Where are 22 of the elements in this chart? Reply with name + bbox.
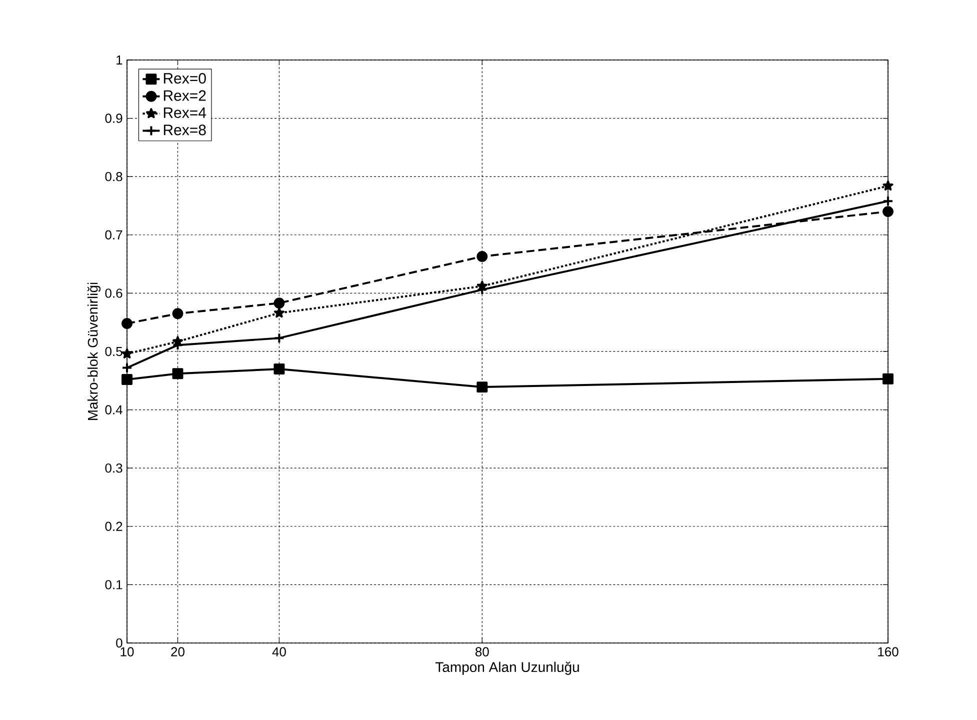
y-tick-label: 0.1 <box>105 580 122 590</box>
y-tick-label: 0.9 <box>105 114 122 123</box>
x-tick-label: 10 <box>120 647 134 656</box>
y-tick-label: 0 <box>116 638 122 648</box>
y-tick-label: 0.8 <box>105 172 122 182</box>
y-tick-label: 0.2 <box>105 522 122 531</box>
x-tick-label: 20 <box>171 647 184 656</box>
y-tick-label: 0.4 <box>105 405 122 414</box>
x-tick-label: 40 <box>272 647 286 656</box>
legend-label: Rex=0 <box>164 73 206 84</box>
y-tick-label: 0.3 <box>105 463 122 473</box>
y-tick-label: 0.5 <box>105 346 122 356</box>
legend-label: Rex=4 <box>164 108 206 118</box>
x-tick-label: 80 <box>475 647 489 656</box>
legend-label: Rex=8 <box>164 124 206 136</box>
x-axis-title: Tampon Alan Uzunluğu <box>435 662 579 675</box>
legend-label: Rex=2 <box>164 90 206 101</box>
x-tick-label: 160 <box>878 647 898 656</box>
y-axis-title: Makro-blok Güvenirliği <box>87 282 101 420</box>
y-tick-label: 1 <box>116 56 122 64</box>
y-tick-label: 0.7 <box>105 230 122 240</box>
y-tick-label: 0.6 <box>105 288 122 298</box>
